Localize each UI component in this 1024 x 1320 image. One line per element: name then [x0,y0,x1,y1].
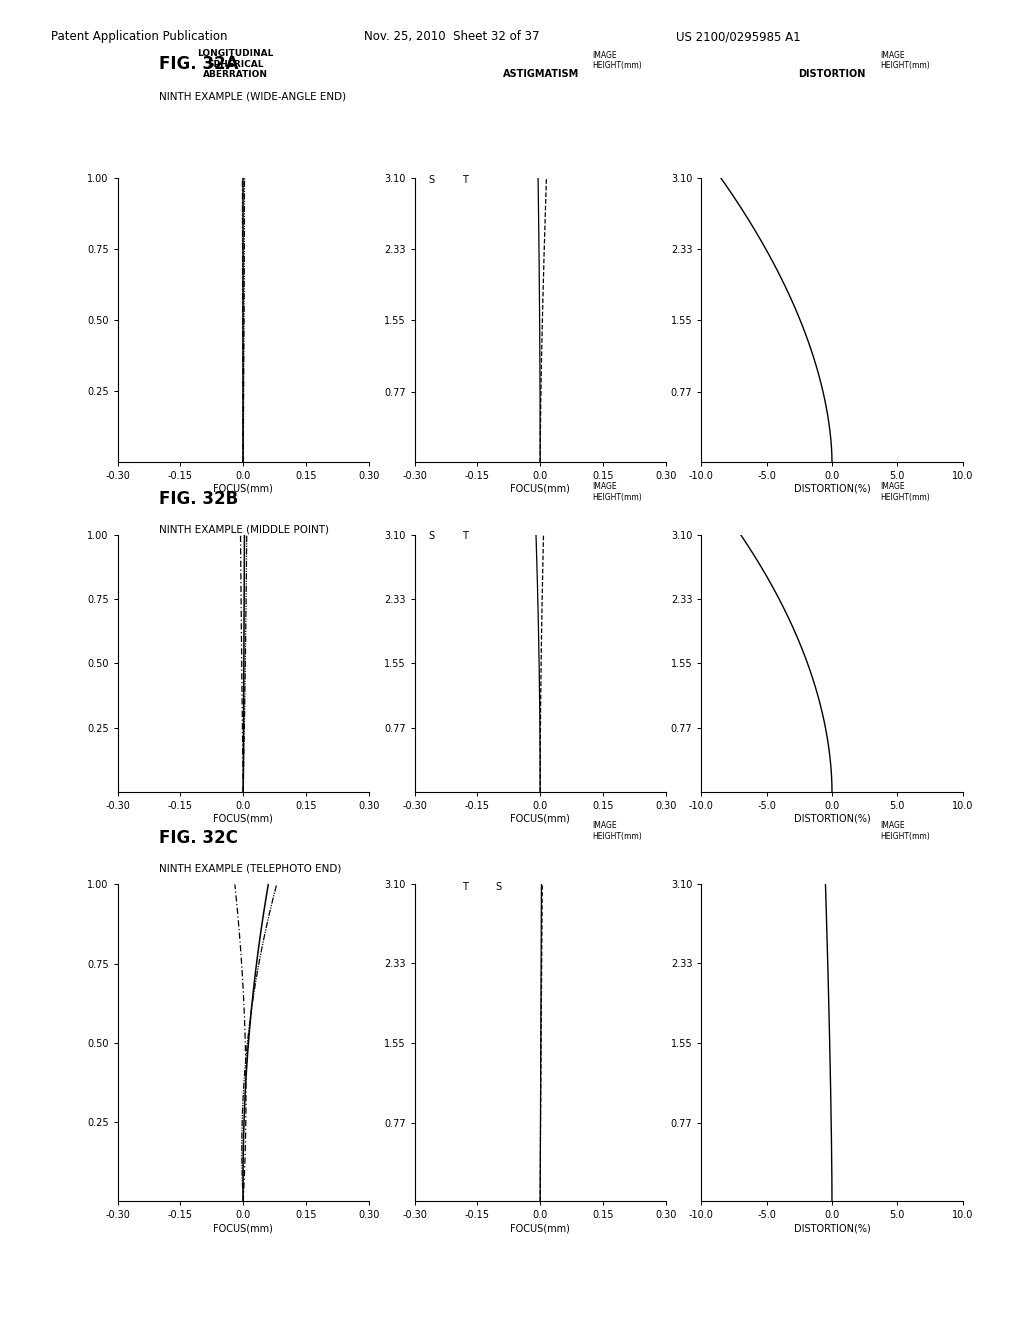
Text: US 2100/0295985 A1: US 2100/0295985 A1 [676,30,801,44]
Text: IMAGE
HEIGHT(mm): IMAGE HEIGHT(mm) [881,482,931,502]
X-axis label: DISTORTION(%): DISTORTION(%) [794,814,870,824]
X-axis label: FOCUS(mm): FOCUS(mm) [213,1224,273,1233]
Text: FIG. 32B: FIG. 32B [159,490,238,508]
Text: T: T [462,174,468,185]
X-axis label: FOCUS(mm): FOCUS(mm) [510,484,570,494]
Text: FIG. 32A: FIG. 32A [159,54,239,73]
Text: IMAGE
HEIGHT(mm): IMAGE HEIGHT(mm) [592,50,642,70]
X-axis label: DISTORTION(%): DISTORTION(%) [794,484,870,494]
Text: LONGITUDINAL
SPHERICAL
ABERRATION: LONGITUDINAL SPHERICAL ABERRATION [198,49,273,79]
X-axis label: FOCUS(mm): FOCUS(mm) [213,484,273,494]
Legend: 656.2800 nm, 587.5600 nm, 435.8400 nm: 656.2800 nm, 587.5600 nm, 435.8400 nm [537,904,628,942]
Legend: 656.2800 nm, 587.5600 nm, 435.8400 nm: 656.2800 nm, 587.5600 nm, 435.8400 nm [537,197,628,235]
Text: S: S [496,882,502,891]
Text: NINTH EXAMPLE (TELEPHOTO END): NINTH EXAMPLE (TELEPHOTO END) [159,863,341,874]
Text: NINTH EXAMPLE (MIDDLE POINT): NINTH EXAMPLE (MIDDLE POINT) [159,524,329,535]
Text: IMAGE
HEIGHT(mm): IMAGE HEIGHT(mm) [592,482,642,502]
Text: Patent Application Publication: Patent Application Publication [51,30,227,44]
Text: S: S [428,174,434,185]
Text: DISTORTION: DISTORTION [798,69,865,79]
Text: Nov. 25, 2010  Sheet 32 of 37: Nov. 25, 2010 Sheet 32 of 37 [364,30,539,44]
Text: IMAGE
HEIGHT(mm): IMAGE HEIGHT(mm) [592,821,642,841]
Text: T: T [462,882,468,891]
Text: FIG. 32C: FIG. 32C [159,829,238,847]
Text: NINTH EXAMPLE (WIDE-ANGLE END): NINTH EXAMPLE (WIDE-ANGLE END) [159,91,346,102]
Text: S: S [428,531,434,541]
Text: IMAGE
HEIGHT(mm): IMAGE HEIGHT(mm) [881,821,931,841]
X-axis label: FOCUS(mm): FOCUS(mm) [510,814,570,824]
Text: IMAGE
HEIGHT(mm): IMAGE HEIGHT(mm) [881,50,931,70]
X-axis label: FOCUS(mm): FOCUS(mm) [213,814,273,824]
Text: ASTIGMATISM: ASTIGMATISM [503,69,579,79]
X-axis label: FOCUS(mm): FOCUS(mm) [510,1224,570,1233]
Legend: 656.2800 nm, 587.5600 nm, 435.8400 nm: 656.2800 nm, 587.5600 nm, 435.8400 nm [537,552,628,590]
X-axis label: DISTORTION(%): DISTORTION(%) [794,1224,870,1233]
Text: T: T [462,531,468,541]
